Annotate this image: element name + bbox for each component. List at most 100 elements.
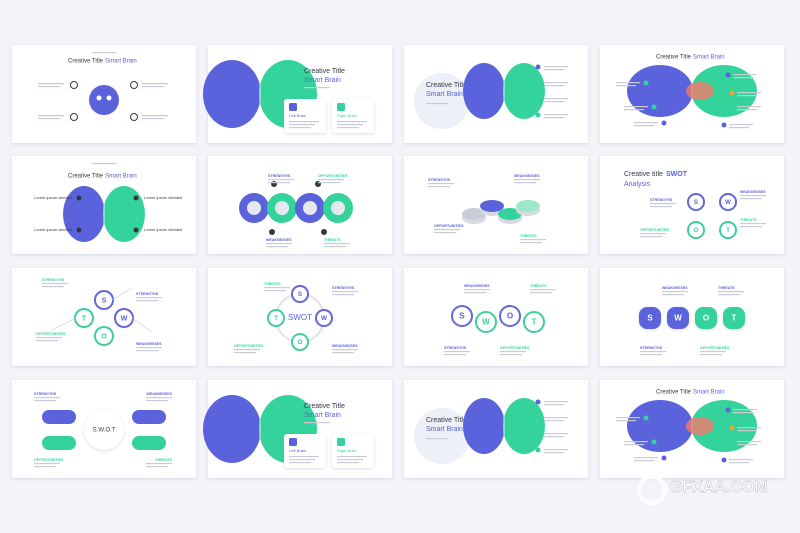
placeholder-line bbox=[234, 349, 260, 351]
slide-thumbnail[interactable]: Creative Title Smart Brain Left Brain Right… bbox=[203, 380, 392, 478]
icon-dot bbox=[130, 113, 138, 121]
swot-circle bbox=[689, 195, 703, 209]
text: STRENGTHS bbox=[136, 292, 159, 296]
placeholder-line bbox=[324, 246, 346, 248]
swot-circle bbox=[269, 311, 283, 325]
text: STRENGTHS bbox=[640, 346, 663, 350]
text: Right Brain bbox=[337, 448, 357, 453]
placeholder-line bbox=[729, 459, 753, 461]
placeholder-line bbox=[337, 124, 363, 126]
icon-dot bbox=[130, 81, 138, 89]
placeholder-line bbox=[266, 246, 288, 248]
text: Lorem ipsum decided bbox=[144, 195, 182, 200]
iso-top bbox=[462, 208, 486, 220]
brain-right bbox=[103, 186, 145, 242]
placeholder-line bbox=[733, 412, 753, 414]
placeholder-line bbox=[142, 115, 168, 117]
placeholder-line bbox=[737, 444, 757, 446]
text: STRENGTHS bbox=[268, 174, 291, 178]
icon-dot bbox=[661, 455, 667, 461]
text: Creative Title bbox=[426, 417, 467, 424]
icon-dot bbox=[725, 72, 731, 78]
placeholder-line bbox=[616, 85, 636, 87]
placeholder-line bbox=[544, 417, 568, 419]
placeholder-line bbox=[737, 95, 757, 97]
placeholder-line bbox=[142, 118, 164, 120]
text: Smart Brain bbox=[426, 91, 463, 98]
icon-dot bbox=[76, 227, 82, 233]
placeholder-line bbox=[718, 291, 744, 293]
placeholder-line bbox=[624, 444, 644, 446]
placeholder-line bbox=[318, 182, 340, 184]
placeholder-line bbox=[544, 69, 564, 71]
text: Right Brain bbox=[337, 113, 357, 118]
icon-dot bbox=[535, 415, 541, 421]
swot-circle bbox=[76, 310, 92, 326]
chain-hole bbox=[303, 201, 317, 215]
placeholder-line bbox=[662, 294, 684, 296]
text: THREATS bbox=[718, 286, 735, 290]
placeholder-line bbox=[428, 186, 450, 188]
slide-thumbnail[interactable]: Creative Title Smart Brain Left Brain Right… bbox=[203, 45, 392, 143]
placeholder-line bbox=[34, 400, 56, 402]
placeholder-line bbox=[332, 294, 354, 296]
placeholder-line bbox=[733, 77, 753, 79]
text: WEAKNESSES bbox=[332, 344, 358, 348]
icon-dot bbox=[535, 431, 541, 437]
watermark-logo bbox=[637, 475, 667, 505]
slide-thumbnail[interactable]: S W O T WEAKNESSES THREATS STRENGTHS OPPORTUNIT… bbox=[600, 268, 784, 366]
placeholder-line bbox=[544, 82, 568, 84]
placeholder-line bbox=[616, 420, 636, 422]
center-circle bbox=[84, 410, 124, 450]
placeholder-line bbox=[266, 243, 292, 245]
placeholder-line bbox=[544, 401, 568, 403]
slide-thumbnail[interactable]: STRENGTHS WEAKNESSES OPPORTUNITIES THREATS bbox=[404, 156, 588, 254]
placeholder-line bbox=[544, 449, 568, 451]
text: Smart Brain bbox=[105, 174, 137, 180]
swot-circle bbox=[721, 195, 735, 209]
placeholder-line bbox=[146, 466, 168, 468]
text: Smart Brain bbox=[105, 59, 137, 65]
text: S bbox=[459, 312, 465, 321]
text: O bbox=[101, 331, 107, 340]
placeholder-line bbox=[337, 456, 367, 458]
text: O bbox=[694, 227, 699, 234]
placeholder-line bbox=[426, 103, 448, 105]
placeholder-line bbox=[38, 115, 64, 117]
text: Smart Brain bbox=[426, 426, 463, 433]
placeholder-line bbox=[142, 86, 164, 88]
text: WEAKNESSES bbox=[136, 342, 162, 346]
placeholder-line bbox=[444, 351, 470, 353]
swot-circle bbox=[116, 310, 132, 326]
slide-thumbnail[interactable]: STRENGTHS OPPORTUNITIES WEAKNESSES THREATS bbox=[208, 156, 392, 254]
icon-dot bbox=[661, 120, 667, 126]
slide-thumbnail[interactable]: S W O T WEAKNESSES THREATS STRENGTHS OPPORTUNIT… bbox=[404, 268, 588, 366]
slide-thumbnail[interactable]: Creative Title Smart Brain bbox=[404, 380, 588, 478]
text: WEAKNESSES bbox=[662, 286, 688, 290]
placeholder-line bbox=[733, 409, 757, 411]
placeholder-line bbox=[289, 124, 315, 126]
icon-dot bbox=[271, 181, 277, 187]
placeholder-line bbox=[136, 300, 158, 302]
icon-dot bbox=[643, 80, 649, 86]
text: THREATS bbox=[155, 458, 172, 462]
placeholder-line bbox=[264, 287, 290, 289]
slide-thumbnail[interactable]: S.W.O.T STRENGTHS WEAKNESSES OPPORTUNITIES T… bbox=[12, 380, 196, 478]
placeholder-line bbox=[544, 101, 564, 103]
text: W bbox=[121, 313, 128, 322]
slide-thumbnail[interactable]: Creative Title Smart Brain Lorem ipsum dec… bbox=[12, 156, 196, 254]
slide-thumbnail[interactable]: S W O T STRENGTHS STRENGTHS OPPORTUNITIES WEAKN… bbox=[12, 268, 196, 366]
brain-eye bbox=[96, 95, 102, 101]
placeholder-line bbox=[337, 127, 359, 129]
placeholder-line bbox=[464, 289, 490, 291]
text: OPPORTUNITIES bbox=[640, 228, 670, 232]
icon-dot bbox=[535, 447, 541, 453]
placeholder-line bbox=[38, 118, 60, 120]
chain-hole bbox=[275, 201, 289, 215]
